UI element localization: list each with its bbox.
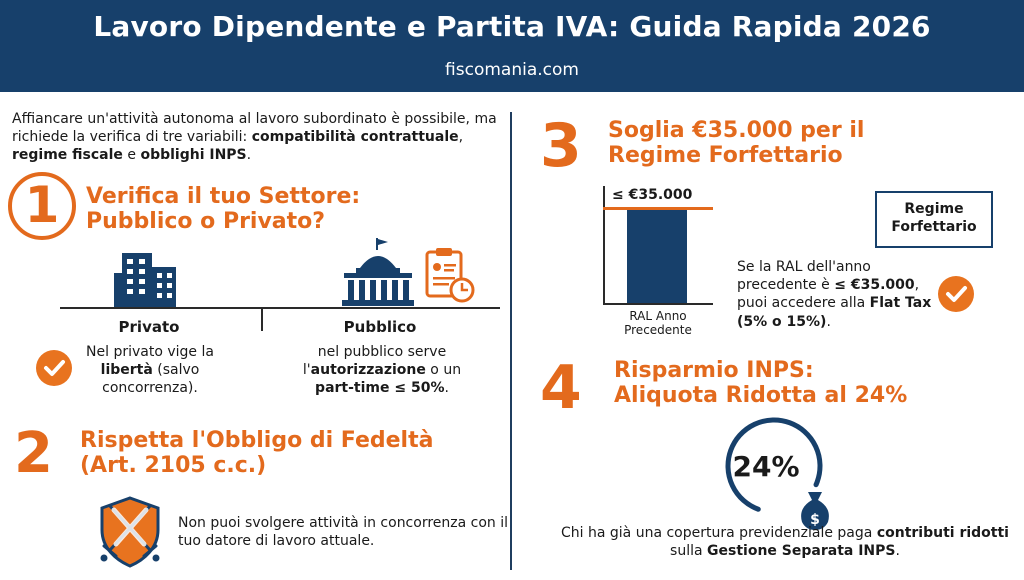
section-4-text-1: Chi ha già una copertura previdenziale p… — [561, 525, 877, 541]
ral-bar — [627, 208, 687, 303]
section-2-number: 2 — [14, 421, 53, 486]
shield-swords-icon — [100, 496, 160, 568]
threshold-line — [603, 207, 713, 210]
section-4-text-bold-2: Gestione Separata INPS — [707, 543, 896, 560]
percentage-ring: 24% $ — [725, 417, 829, 530]
section-3-text-2: , puoi accedere alla — [737, 277, 920, 312]
bar-label: RAL Anno Precedente — [624, 309, 692, 337]
private-text: Nel privato vige la libertà (salvo conco… — [80, 343, 220, 398]
section-3-text-bold-2: Flat Tax (5% o 15%) — [737, 295, 932, 330]
government-building-icon — [342, 238, 414, 306]
checkmark-icon — [938, 276, 974, 312]
section-4-text: Chi ha già una copertura previdenziale p… — [560, 524, 1010, 560]
section-2-title-line-2: (Art. 2105 c.c.) — [80, 453, 267, 479]
public-text-2: o un — [425, 362, 462, 379]
section-4-text-2: sulla — [670, 543, 708, 560]
section-3-title: Soglia €35.000 per il Regime Forfettario — [608, 118, 1008, 169]
section-4-title: Risparmio INPS: Aliquota Ridotta al 24% — [614, 358, 1014, 409]
sector-separator-tick — [261, 307, 263, 331]
section-1-number: 1 — [8, 172, 76, 240]
page-title: Lavoro Dipendente e Partita IVA: Guida R… — [93, 10, 931, 43]
intro-bold-3: obblighi INPS — [140, 147, 247, 164]
ring-value: 24% — [732, 450, 799, 483]
section-4-title-line-2: Aliquota Ridotta al 24% — [614, 383, 908, 409]
section-3-text-1: Se la RAL dell'anno precedente è — [737, 259, 871, 294]
office-building-icon — [114, 253, 176, 307]
intro-sep-2: e — [122, 147, 141, 164]
intro-end: . — [246, 147, 252, 164]
section-1-title: Verifica il tuo Settore: Pubblico o Priv… — [86, 184, 496, 235]
public-heading: Pubblico — [343, 318, 417, 336]
intro-bold-2: regime fiscale — [12, 147, 123, 164]
section-2-title-line-1: Rispetta l'Obbligo di Fedeltà — [80, 428, 434, 453]
private-text-bold: libertà — [100, 362, 153, 379]
section-1-title-line-1: Verifica il tuo Settore: — [86, 184, 361, 209]
private-text-1: Nel privato vige la — [86, 344, 214, 360]
section-3-number: 3 — [540, 111, 582, 181]
threshold-label: ≤ €35.000 — [612, 187, 693, 203]
document-clock-icon — [425, 248, 475, 303]
section-3-text-bold-1: ≤ €35.000 — [834, 277, 915, 294]
regime-box: Regime Forfettario — [875, 191, 993, 248]
section-4-title-line-1: Risparmio INPS: — [614, 358, 814, 383]
intro-text: Affiancare un'attività autonoma al lavor… — [12, 111, 497, 146]
section-1-title-line-2: Pubblico o Privato? — [86, 209, 326, 235]
public-text: nel pubblico serve l'autorizzazione o un… — [292, 343, 472, 398]
section-3-text: Se la RAL dell'anno precedente è ≤ €35.0… — [737, 258, 937, 331]
public-text-3: . — [444, 380, 449, 397]
public-text-1: nel pubblico serve l' — [302, 344, 447, 379]
section-2-text: Non puoi svolgere attività in concorrenz… — [178, 515, 509, 550]
section-4-text-3: . — [895, 543, 900, 560]
ring-arc — [725, 417, 823, 515]
section-4-number: 4 — [540, 353, 582, 423]
column-divider — [510, 112, 512, 570]
section-3-title-line-1: Soglia €35.000 per il — [608, 118, 865, 143]
header-banner: Lavoro Dipendente e Partita IVA: Guida R… — [0, 0, 1024, 92]
checkmark-icon — [36, 350, 72, 386]
bar-axis-vertical — [603, 186, 605, 304]
private-heading: Privato — [118, 318, 180, 336]
section-3-title-line-2: Regime Forfettario — [608, 143, 843, 169]
site-name: fiscomania.com — [445, 60, 579, 80]
money-bag-icon: $ — [801, 492, 829, 530]
svg-text:$: $ — [810, 512, 820, 528]
intro-sep-1: , — [458, 129, 464, 146]
intro-paragraph: Affiancare un'attività autonoma al lavor… — [12, 110, 497, 165]
section-2-title: Rispetta l'Obbligo di Fedeltà (Art. 2105… — [80, 428, 500, 479]
public-text-bold-1: autorizzazione — [310, 362, 426, 379]
intro-bold-1: compatibilità contrattuale — [251, 129, 459, 146]
bar-axis-horizontal — [603, 303, 713, 305]
public-text-bold-2: part-time ≤ 50% — [315, 380, 445, 397]
private-text-2: (salvo concorrenza). — [102, 362, 200, 397]
section-3-text-3: . — [826, 313, 831, 330]
section-4-text-bold-1: contributi ridotti — [876, 525, 1009, 541]
sector-separator-line — [60, 307, 500, 309]
